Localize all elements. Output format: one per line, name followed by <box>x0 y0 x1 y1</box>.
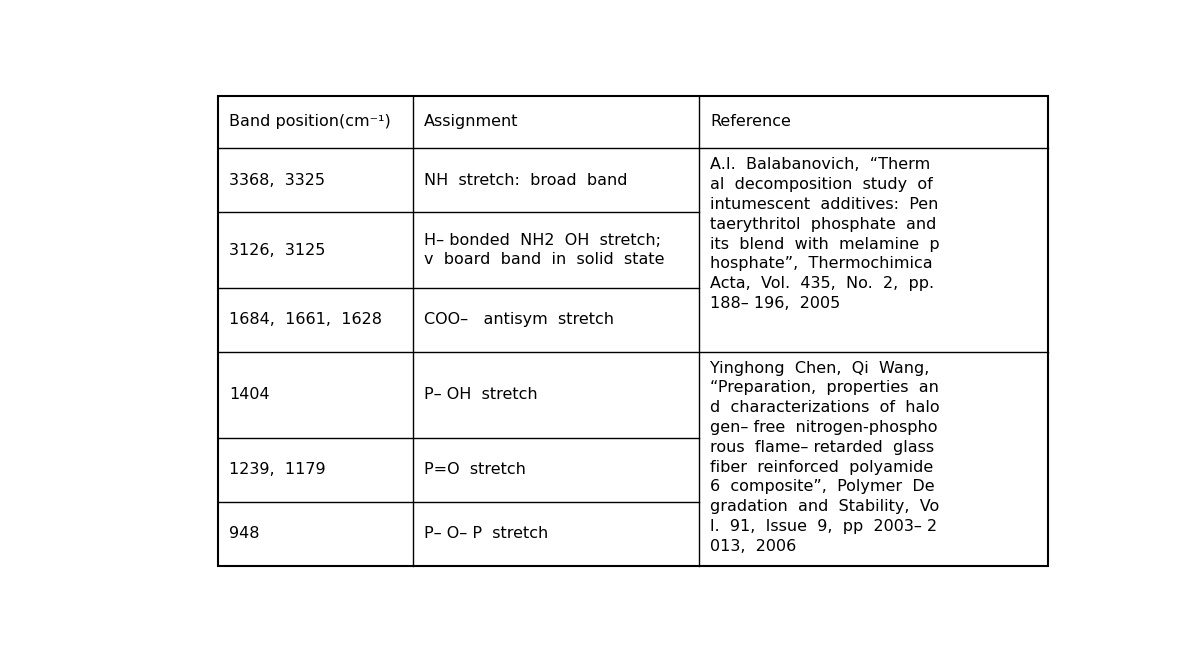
Text: Yinghong  Chen,  Qi  Wang,
“Preparation,  properties  an
d  characterizations  o: Yinghong Chen, Qi Wang, “Preparation, pr… <box>710 361 940 554</box>
Text: NH  stretch:  broad  band: NH stretch: broad band <box>424 173 627 188</box>
Text: P=O  stretch: P=O stretch <box>424 462 526 478</box>
Text: 3126,  3125: 3126, 3125 <box>228 242 325 257</box>
Text: P– O– P  stretch: P– O– P stretch <box>424 526 549 541</box>
Text: 3368,  3325: 3368, 3325 <box>228 173 325 188</box>
Text: 1239,  1179: 1239, 1179 <box>228 462 326 478</box>
Text: COO–   antisym  stretch: COO– antisym stretch <box>424 312 614 327</box>
Text: P– OH  stretch: P– OH stretch <box>424 387 538 402</box>
Text: A.I.  Balabanovich,  “Therm
al  decomposition  study  of
intumescent  additives:: A.I. Balabanovich, “Therm al decompositi… <box>710 157 940 311</box>
Text: H– bonded  NH2  OH  stretch;
v  board  band  in  solid  state: H– bonded NH2 OH stretch; v board band i… <box>424 233 664 267</box>
Text: 1404: 1404 <box>228 387 270 402</box>
Text: Band position(cm⁻¹): Band position(cm⁻¹) <box>228 114 390 129</box>
Text: 948: 948 <box>228 526 259 541</box>
Text: Assignment: Assignment <box>424 114 519 129</box>
Text: 1684,  1661,  1628: 1684, 1661, 1628 <box>228 312 382 327</box>
Text: Reference: Reference <box>710 114 791 129</box>
